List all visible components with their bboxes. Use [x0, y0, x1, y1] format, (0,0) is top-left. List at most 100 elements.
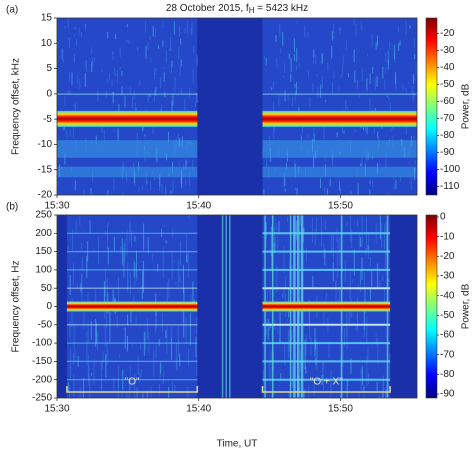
noise	[367, 245, 369, 250]
noise	[314, 229, 316, 246]
noise	[170, 326, 172, 340]
noise	[290, 56, 292, 61]
noise	[68, 72, 70, 82]
noise	[284, 90, 286, 102]
noise	[366, 355, 368, 386]
noise	[411, 85, 413, 95]
noise	[283, 246, 285, 274]
noise	[64, 154, 66, 165]
noise	[137, 362, 139, 375]
noise	[410, 177, 412, 190]
noise	[388, 97, 390, 101]
noise	[142, 393, 144, 398]
noise	[336, 228, 338, 243]
noise	[392, 136, 394, 139]
noise	[382, 67, 384, 79]
noise	[105, 268, 107, 297]
noise	[163, 72, 165, 82]
segment-area	[57, 18, 198, 195]
noise	[171, 251, 173, 280]
noise	[348, 308, 350, 324]
noise	[81, 257, 83, 271]
noise	[389, 41, 391, 50]
noise	[119, 66, 121, 71]
y-tick-label: 250	[35, 210, 52, 221]
noise	[414, 53, 416, 59]
noise	[387, 50, 389, 65]
noise	[121, 70, 123, 76]
noise	[328, 341, 330, 358]
noise	[122, 192, 124, 195]
y-axis-label: Frequency offset, Hz	[11, 260, 22, 352]
colorbar	[425, 17, 438, 196]
noise	[296, 48, 298, 62]
noise	[375, 42, 377, 51]
noise	[105, 298, 107, 329]
noise	[390, 128, 392, 132]
noise	[287, 216, 289, 223]
noise	[69, 90, 71, 94]
noise	[107, 247, 109, 265]
noise	[274, 243, 276, 251]
noise	[383, 287, 385, 303]
noise	[166, 327, 168, 355]
carrier	[66, 301, 198, 312]
noise	[413, 135, 415, 144]
noise	[358, 392, 360, 398]
noise	[413, 37, 415, 48]
noise	[101, 124, 103, 134]
noise	[283, 288, 285, 299]
noise	[305, 334, 307, 356]
noise	[369, 73, 371, 85]
noise	[134, 373, 136, 398]
colorbar	[425, 214, 438, 399]
noise	[332, 261, 334, 282]
noise	[168, 131, 170, 142]
noise	[97, 237, 99, 264]
noise	[321, 216, 323, 247]
noise	[336, 252, 338, 279]
noise	[346, 329, 348, 350]
noise	[146, 390, 148, 398]
noise	[372, 67, 374, 74]
noise	[295, 64, 297, 71]
colorbar-tick-label: -60	[440, 330, 455, 341]
noise	[385, 229, 387, 256]
noise	[269, 321, 271, 332]
noise	[121, 86, 123, 95]
noise	[124, 240, 126, 257]
noise	[182, 265, 184, 294]
noise	[355, 325, 357, 331]
noise	[136, 270, 138, 281]
noise	[123, 327, 125, 330]
noise	[107, 225, 109, 250]
noise	[184, 99, 186, 112]
noise	[128, 39, 130, 45]
noise	[155, 68, 157, 76]
noise	[119, 47, 121, 58]
noise	[336, 132, 338, 138]
noise	[116, 316, 118, 329]
noise	[121, 230, 123, 234]
x-tick-label: 15:40	[186, 201, 211, 212]
noise	[327, 62, 329, 71]
noise	[67, 90, 69, 94]
noise	[376, 381, 378, 392]
noise	[138, 290, 140, 293]
colorbar-tick-label: -80	[440, 130, 455, 141]
noise	[194, 102, 196, 108]
noise	[361, 215, 363, 247]
noise	[73, 322, 75, 348]
noise	[119, 354, 121, 358]
noise	[268, 360, 270, 380]
noise	[377, 337, 379, 365]
noise	[150, 57, 152, 63]
noise	[389, 353, 391, 378]
noise	[126, 23, 128, 28]
noise	[144, 20, 146, 33]
noise	[90, 321, 92, 341]
noise	[325, 297, 327, 301]
noise	[139, 80, 141, 87]
noise	[94, 57, 96, 62]
noise	[170, 190, 172, 195]
